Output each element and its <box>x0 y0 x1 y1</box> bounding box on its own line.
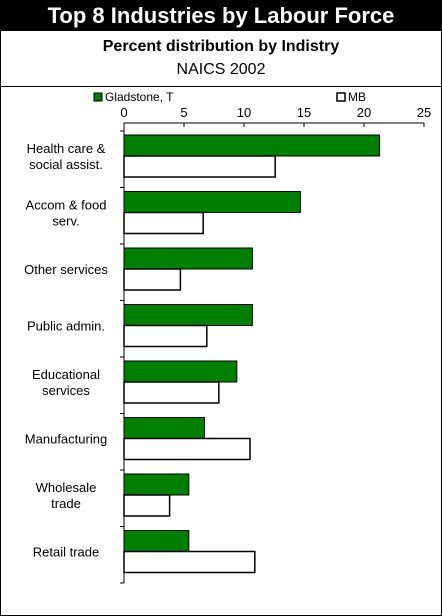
chart-title: Top 8 Industries by Labour Force <box>1 1 441 31</box>
bar-series-1 <box>124 531 189 552</box>
bar-chart: Gladstone, T MB 0 5 10 15 20 25 Health care &soc… <box>1 87 441 615</box>
category-label: services <box>42 383 90 398</box>
category-label: Accom & food <box>26 198 107 213</box>
chart-subtitle: Percent distribution by Indistry <box>1 38 441 56</box>
category-label: Public admin. <box>27 319 105 334</box>
bar-series-2 <box>124 269 180 290</box>
bar-series-1 <box>124 361 237 382</box>
category-label: Retail trade <box>33 545 99 560</box>
category-label: Other services <box>24 262 108 277</box>
bar-series-2 <box>124 326 207 347</box>
bar-series-2 <box>124 382 219 403</box>
x-tick-label: 15 <box>297 105 311 120</box>
category-label: social assist. <box>29 157 103 172</box>
category-label: Educational <box>32 367 100 382</box>
x-tick-label: 25 <box>417 105 431 120</box>
legend-swatch-series-1 <box>94 93 102 101</box>
chart-subtitle-classification: NAICS 2002 <box>1 61 441 79</box>
bar-series-2 <box>124 156 275 177</box>
bar-series-1 <box>124 418 204 439</box>
bar-series-2 <box>124 495 170 516</box>
bar-series-1 <box>124 135 380 156</box>
x-tick-label: 0 <box>120 105 127 120</box>
bar-series-1 <box>124 305 252 326</box>
category-label: trade <box>51 496 81 511</box>
bar-series-1 <box>124 192 300 213</box>
bar-series-1 <box>124 248 252 269</box>
bar-series-1 <box>124 474 189 495</box>
bar-series-2 <box>124 213 203 234</box>
x-tick-label: 10 <box>237 105 251 120</box>
legend-label-series-2: MB <box>348 90 366 104</box>
category-label: Manufacturing <box>25 432 107 447</box>
category-label: Health care & <box>27 141 106 156</box>
x-tick-label: 20 <box>357 105 371 120</box>
category-label: Wholesale <box>36 480 97 495</box>
legend-label-series-1: Gladstone, T <box>105 90 174 104</box>
bar-series-2 <box>124 439 250 460</box>
x-tick-label: 5 <box>180 105 187 120</box>
bar-series-2 <box>124 552 255 573</box>
category-label: serv. <box>52 214 79 229</box>
legend-swatch-series-2 <box>337 93 345 101</box>
